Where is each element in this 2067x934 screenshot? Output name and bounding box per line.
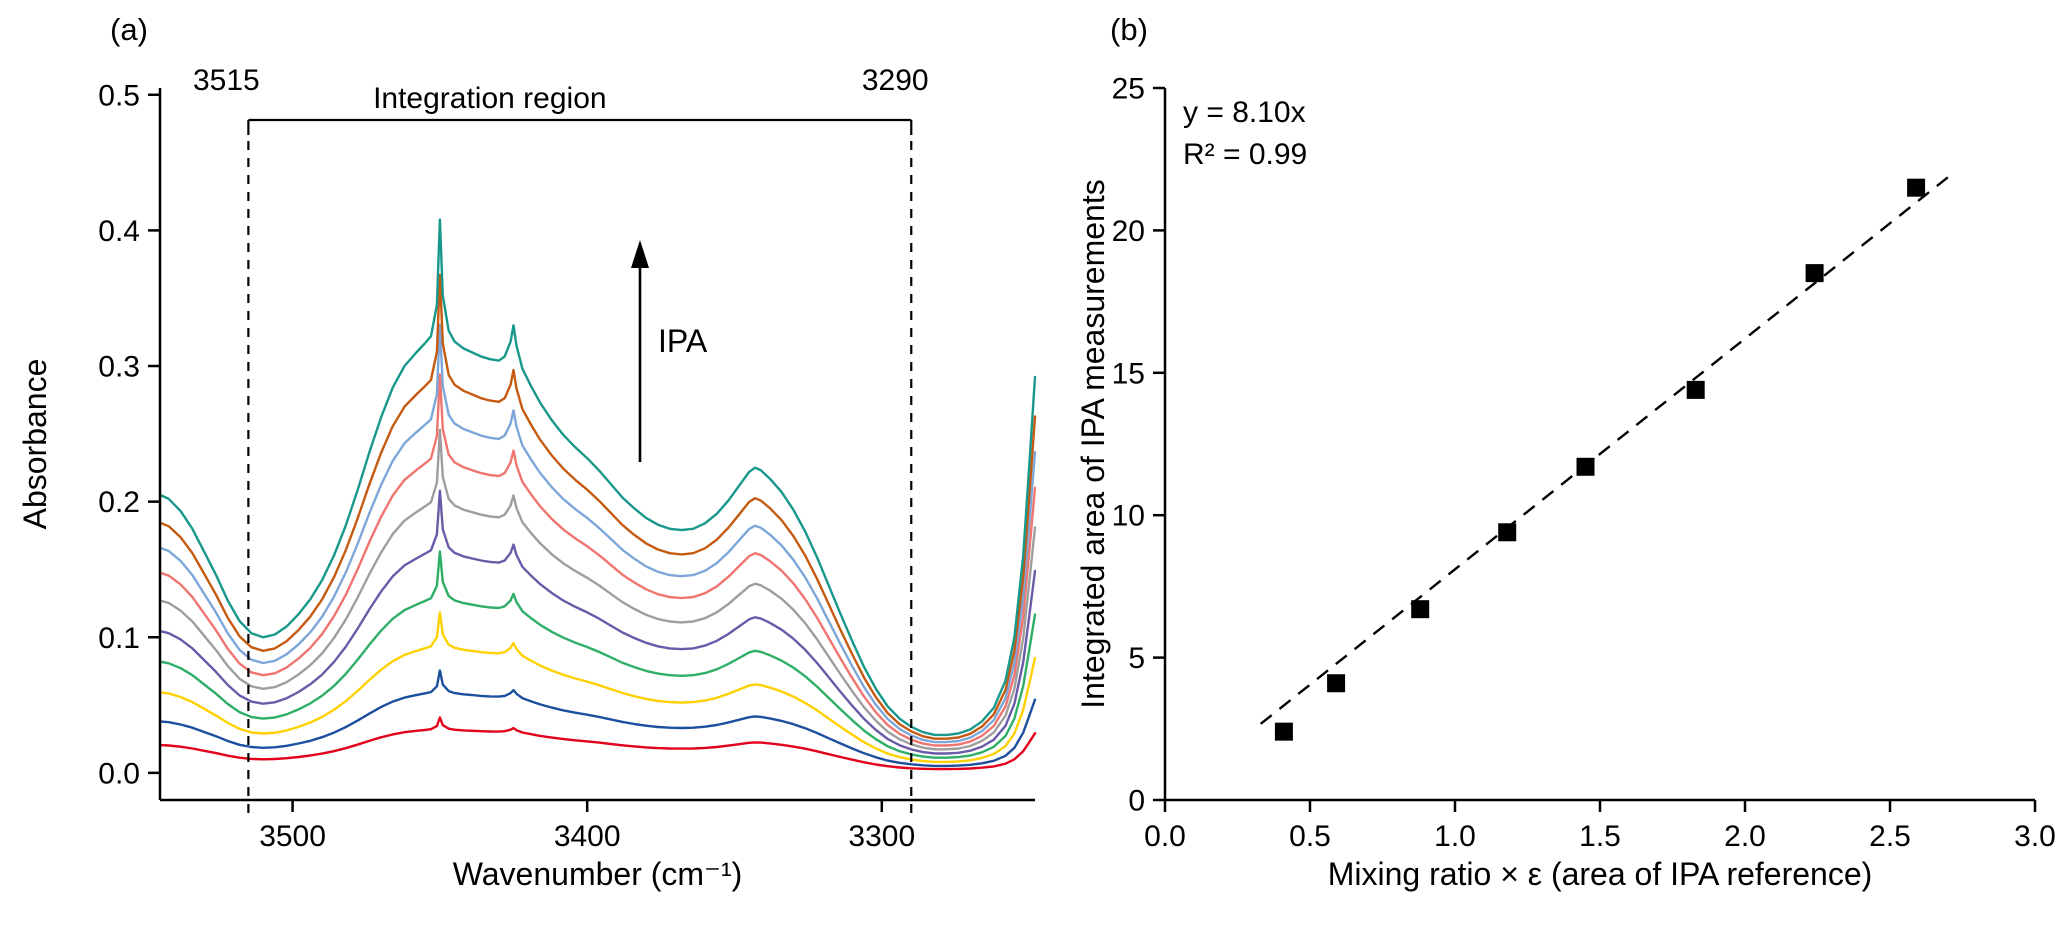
integration-right-bound-label: 3290 (862, 64, 929, 97)
data-point-1 (1274, 722, 1293, 741)
x-tick-label-b: 1.0 (1434, 820, 1476, 853)
x-tick-label-b: 0.5 (1289, 820, 1331, 853)
y-axis-title-b: Integrated area of IPA measurements (1075, 179, 1111, 708)
data-point-2 (1327, 674, 1346, 693)
x-tick-label-b: 2.0 (1724, 820, 1766, 853)
spectrum-line-1 (158, 716, 1037, 771)
x-tick-label-b: 0.0 (1144, 820, 1186, 853)
x-tick-label-a: 3300 (848, 820, 915, 853)
data-point-5 (1576, 457, 1595, 476)
fit-equation-label: y = 8.10x (1183, 96, 1306, 129)
y-tick-label-a: 0.3 (98, 351, 140, 384)
x-tick-label-a: 3500 (259, 820, 326, 853)
panel-a-spectra-chart: 0.0 0.1 0.2 0.3 0.4 0.5 3500 3400 3300 Absorbance… (17, 64, 1037, 892)
panel-b-calibration-chart: 0 5 10 15 20 25 0.0 0.5 1.0 1.5 2.0 2.5 3.0 Integrate… (1075, 73, 2056, 893)
integration-region-label: Integration region (373, 82, 607, 115)
data-point-8 (1907, 178, 1926, 197)
y-tick-label-a: 0.0 (98, 757, 140, 790)
data-point-6 (1686, 380, 1705, 399)
spectrum-line-7 (158, 373, 1037, 747)
ipa-arrow-label: IPA (658, 323, 708, 359)
y-tick-label-a: 0.1 (98, 622, 140, 655)
spectrum-line-10 (158, 218, 1037, 737)
integration-left-bound-label: 3515 (193, 64, 260, 97)
spectrum-line-9 (158, 273, 1037, 740)
y-tick-label-b: 0 (1128, 785, 1145, 818)
panel-a-label: (a) (110, 12, 148, 47)
y-tick-label-a: 0.5 (98, 79, 140, 112)
y-axis-title-a: Absorbance (17, 359, 53, 530)
spectrum-line-4 (158, 550, 1037, 759)
spectrum-line-2 (158, 669, 1037, 768)
data-point-4 (1498, 523, 1517, 542)
spectrum-line-3 (158, 611, 1037, 764)
spectrum-line-6 (158, 428, 1037, 751)
panel-b-label: (b) (1110, 12, 1148, 47)
x-axis-title-b: Mixing ratio × ε (area of IPA reference) (1328, 856, 1873, 892)
y-tick-label-a: 0.4 (98, 215, 140, 248)
y-tick-label-b: 25 (1112, 73, 1145, 106)
spectrum-line-5 (158, 489, 1037, 755)
data-point-7 (1805, 264, 1824, 283)
y-tick-label-b: 15 (1112, 357, 1145, 390)
spectrum-line-8 (158, 323, 1037, 744)
fit-r-squared-label: R² = 0.99 (1183, 138, 1307, 171)
y-tick-label-b: 20 (1112, 215, 1145, 248)
x-tick-label-a: 3400 (554, 820, 621, 853)
x-tick-label-b: 2.5 (1869, 820, 1911, 853)
y-tick-label-b: 5 (1128, 642, 1145, 675)
y-tick-label-a: 0.2 (98, 486, 140, 519)
y-tick-label-b: 10 (1112, 500, 1145, 533)
x-axis-title-a: Wavenumber (cm⁻¹) (453, 856, 743, 892)
data-point-3 (1411, 600, 1430, 619)
x-tick-label-b: 1.5 (1579, 820, 1621, 853)
ipa-arrowhead-icon (631, 240, 649, 268)
x-tick-label-b: 3.0 (2014, 820, 2056, 853)
fit-line (1259, 176, 1949, 725)
